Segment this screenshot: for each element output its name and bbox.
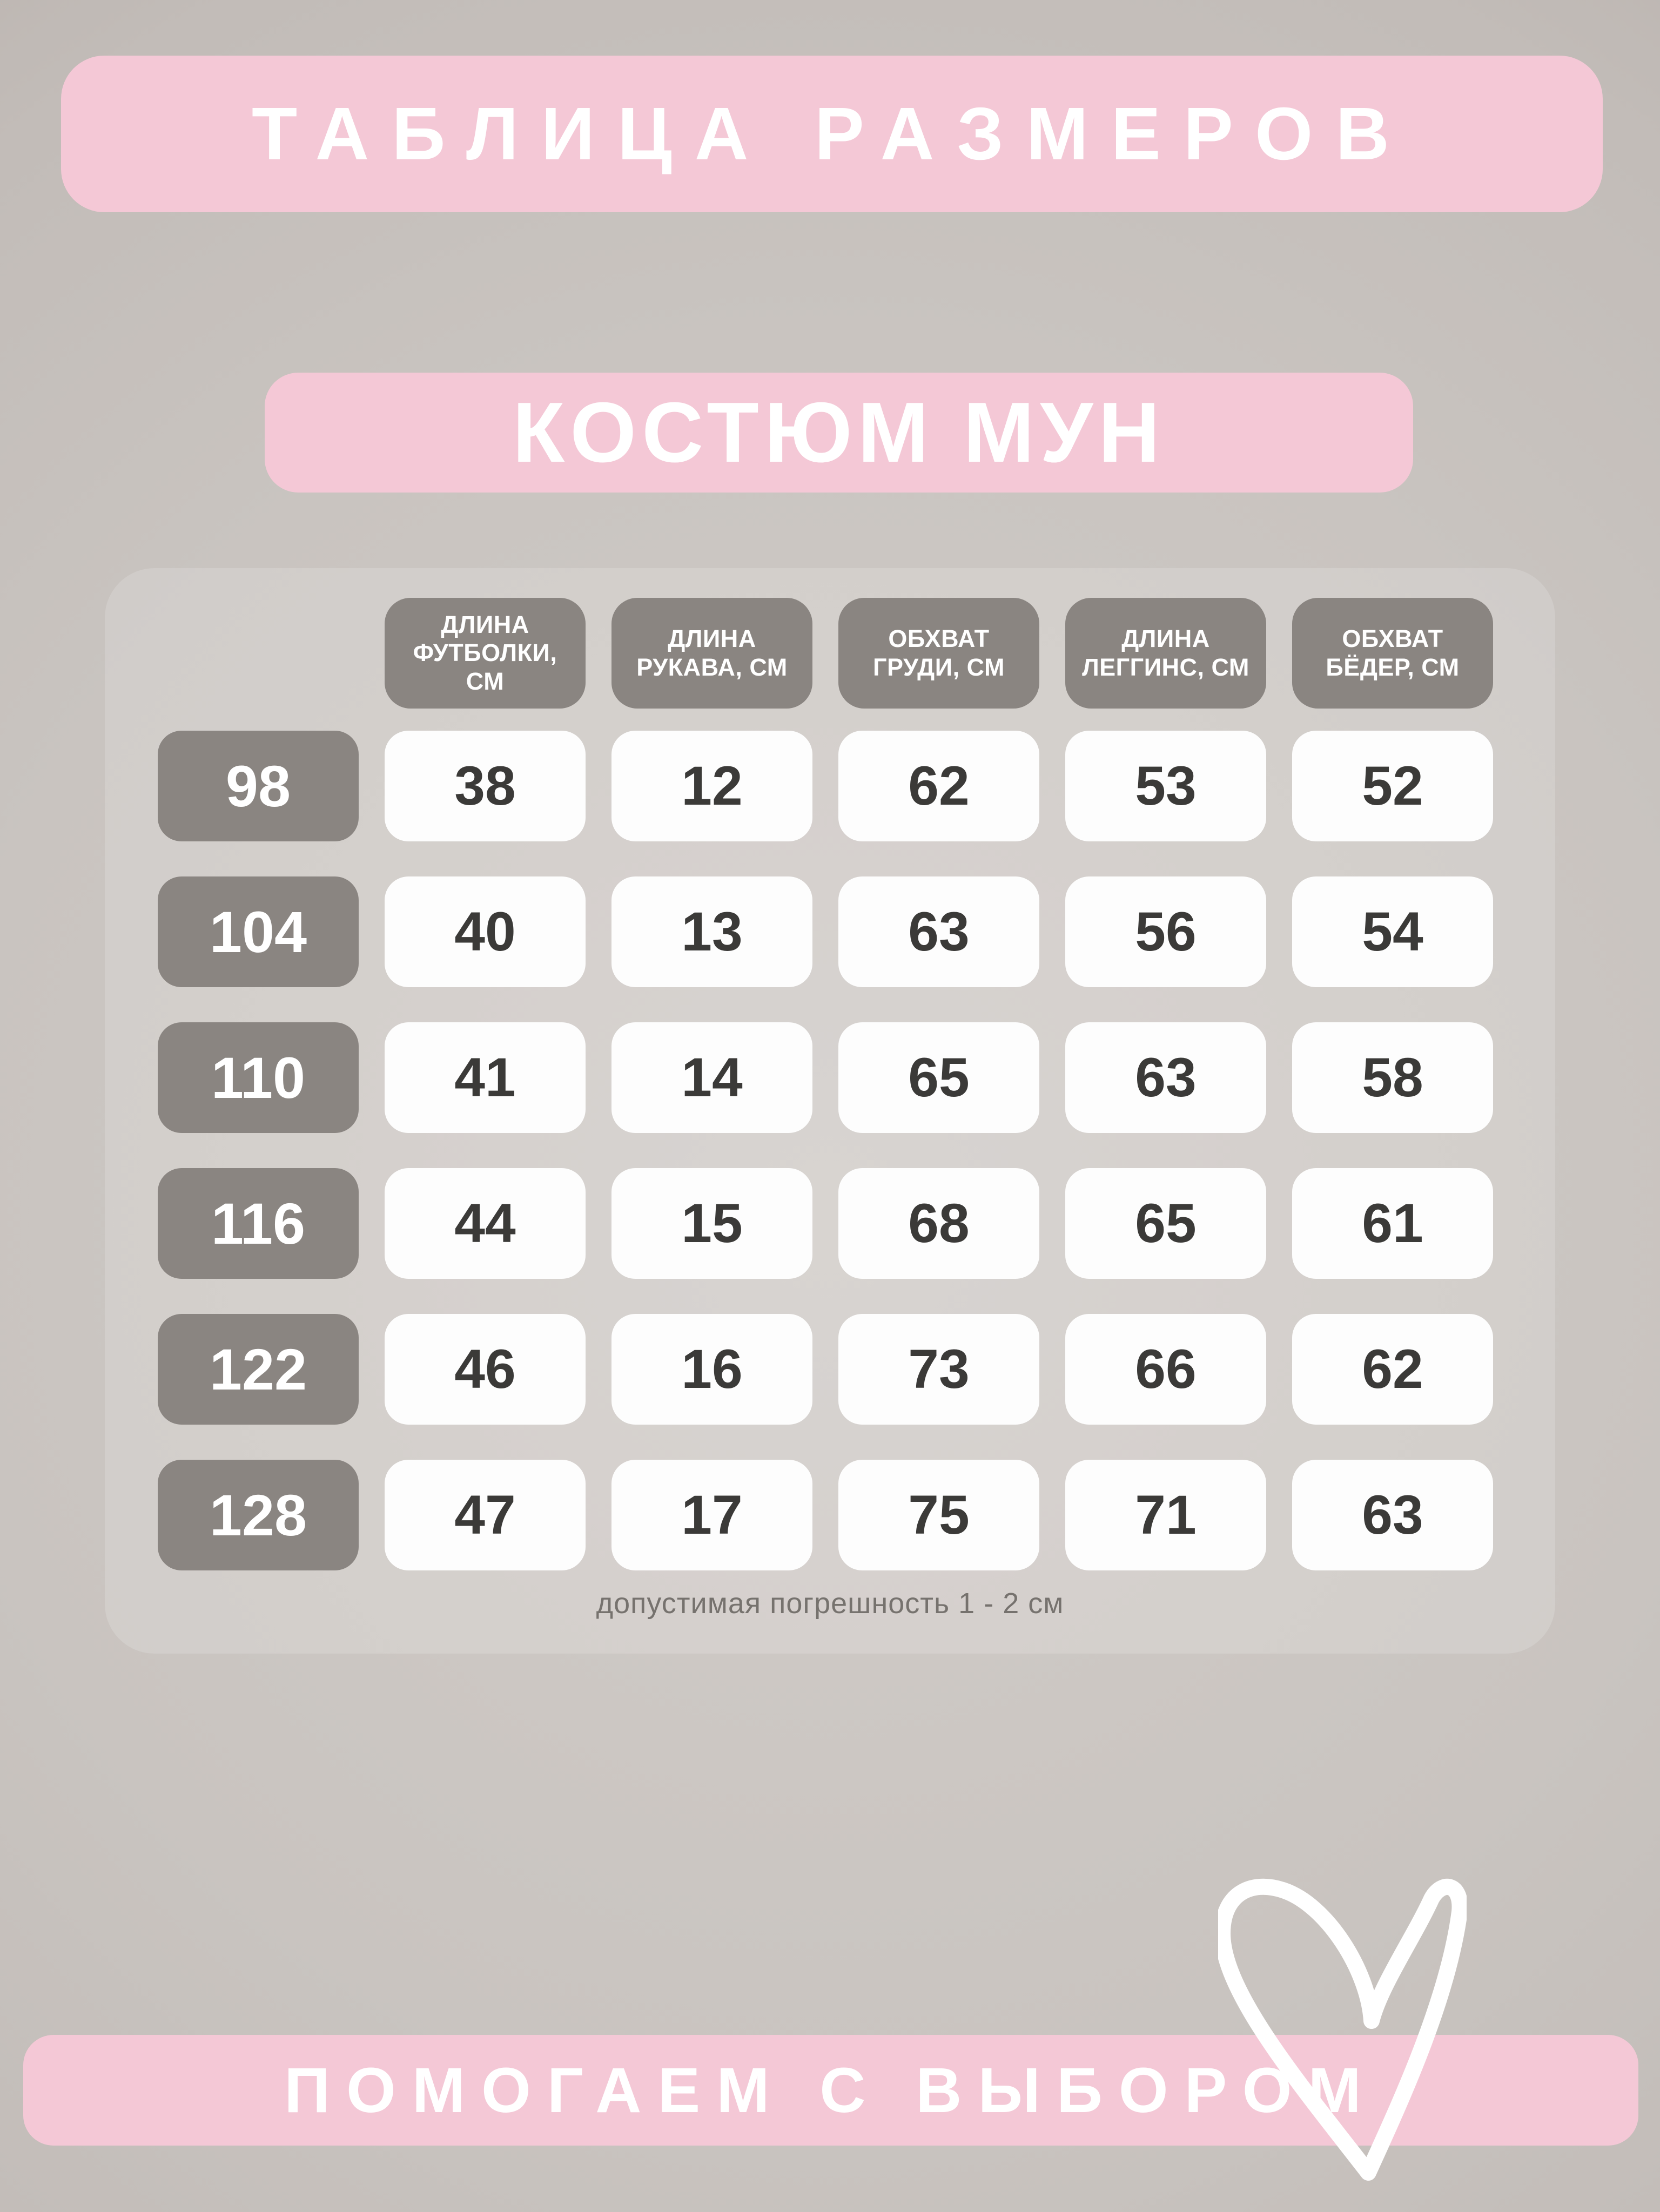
product-banner: КОСТЮМ МУН: [265, 373, 1413, 493]
title-banner-label: ТАБЛИЦА РАЗМЕРОВ: [251, 92, 1413, 176]
value-cell: 38: [385, 731, 586, 841]
value-cell: 14: [611, 1022, 812, 1133]
table-header-row: ДЛИНА ФУТБОЛКИ, СМ ДЛИНА РУКАВА, СМ ОБХВ…: [158, 598, 1493, 709]
tolerance-note: допустимая погрешность 1 - 2 см: [596, 1587, 1064, 1620]
header-spacer: [158, 598, 359, 709]
column-header-hip-girth: ОБХВАТ БЁДЕР, СМ: [1292, 598, 1493, 709]
table-body: 98 38 12 62 53 52 104 40 13 63 56 54 110…: [158, 731, 1493, 1570]
footer-banner-label: ПОМОГАЕМ С ВЫБОРОМ: [284, 2054, 1377, 2126]
value-cell: 66: [1065, 1314, 1266, 1425]
value-cell: 54: [1292, 876, 1493, 987]
value-cell: 61: [1292, 1168, 1493, 1279]
value-cell: 13: [611, 876, 812, 987]
value-cell: 63: [1292, 1460, 1493, 1570]
product-banner-label: КОСТЮМ МУН: [512, 385, 1166, 480]
value-cell: 44: [385, 1168, 586, 1279]
value-cell: 46: [385, 1314, 586, 1425]
value-cell: 75: [838, 1460, 1039, 1570]
value-cell: 56: [1065, 876, 1266, 987]
size-cell: 128: [158, 1460, 359, 1570]
value-cell: 62: [838, 731, 1039, 841]
value-cell: 40: [385, 876, 586, 987]
size-cell: 110: [158, 1022, 359, 1133]
size-cell: 98: [158, 731, 359, 841]
value-cell: 62: [1292, 1314, 1493, 1425]
value-cell: 17: [611, 1460, 812, 1570]
size-cell: 104: [158, 876, 359, 987]
column-header-sleeve-length: ДЛИНА РУКАВА, СМ: [611, 598, 812, 709]
value-cell: 63: [838, 876, 1039, 987]
value-cell: 41: [385, 1022, 586, 1133]
value-cell: 73: [838, 1314, 1039, 1425]
value-cell: 53: [1065, 731, 1266, 841]
value-cell: 68: [838, 1168, 1039, 1279]
title-banner: ТАБЛИЦА РАЗМЕРОВ: [61, 56, 1603, 212]
column-header-tshirt-length: ДЛИНА ФУТБОЛКИ, СМ: [385, 598, 586, 709]
value-cell: 58: [1292, 1022, 1493, 1133]
value-cell: 47: [385, 1460, 586, 1570]
heart-icon: [1218, 1878, 1467, 2181]
size-cell: 116: [158, 1168, 359, 1279]
value-cell: 12: [611, 731, 812, 841]
value-cell: 71: [1065, 1460, 1266, 1570]
value-cell: 65: [838, 1022, 1039, 1133]
value-cell: 65: [1065, 1168, 1266, 1279]
column-header-chest-girth: ОБХВАТ ГРУДИ, СМ: [838, 598, 1039, 709]
value-cell: 63: [1065, 1022, 1266, 1133]
value-cell: 15: [611, 1168, 812, 1279]
value-cell: 16: [611, 1314, 812, 1425]
column-header-leggings-length: ДЛИНА ЛЕГГИНС, СМ: [1065, 598, 1266, 709]
size-cell: 122: [158, 1314, 359, 1425]
value-cell: 52: [1292, 731, 1493, 841]
footer-banner: ПОМОГАЕМ С ВЫБОРОМ: [23, 2035, 1638, 2146]
